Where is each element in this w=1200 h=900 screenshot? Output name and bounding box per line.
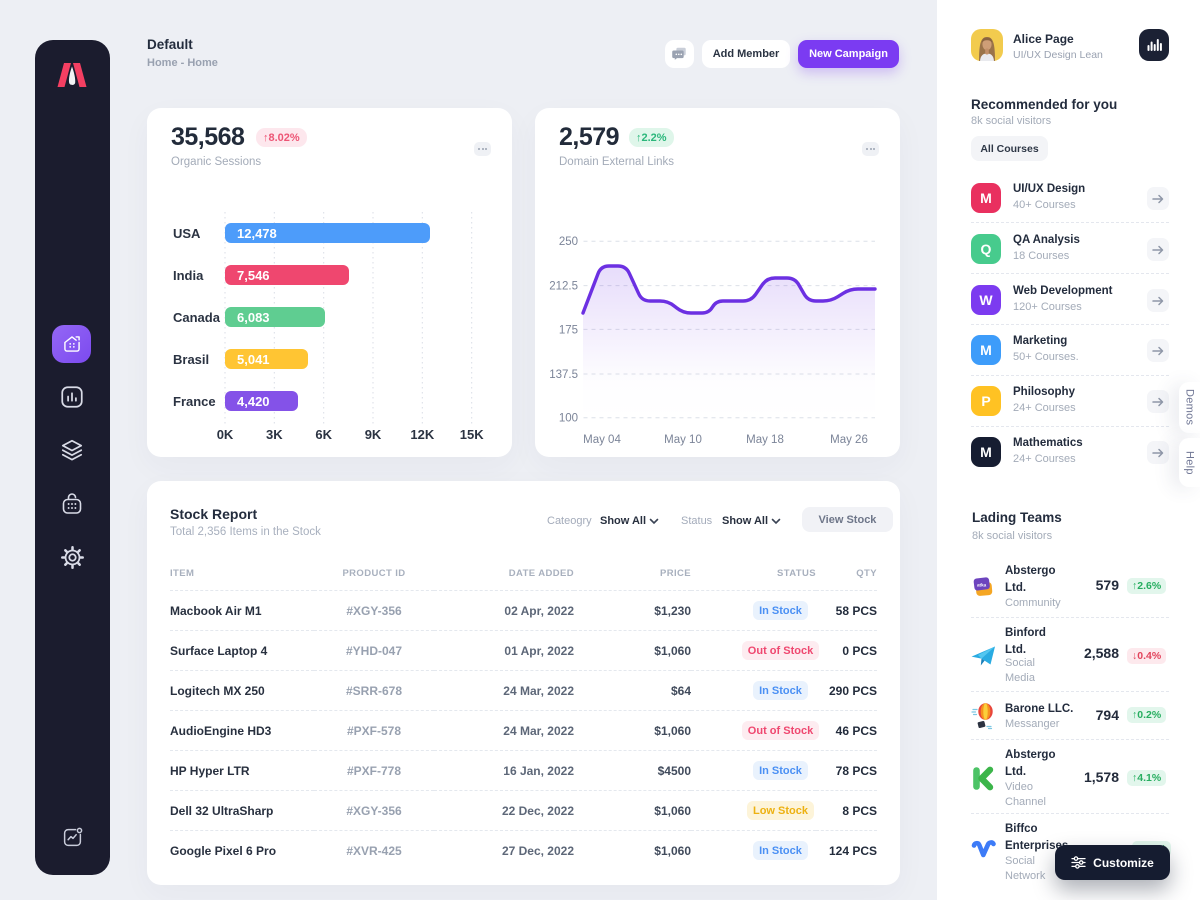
svg-text:137.5: 137.5 (549, 369, 578, 381)
svg-text:4,420: 4,420 (237, 394, 270, 409)
svg-text:Canada: Canada (173, 310, 221, 325)
svg-text:France: France (173, 394, 216, 409)
svg-text:12,478: 12,478 (237, 226, 277, 241)
svg-text:May 10: May 10 (664, 434, 702, 446)
svg-text:6K: 6K (315, 427, 332, 442)
svg-text:Brasil: Brasil (173, 352, 209, 367)
svg-text:6,083: 6,083 (237, 310, 270, 325)
svg-text:May 04: May 04 (583, 434, 621, 446)
svg-text:India: India (173, 268, 204, 283)
svg-text:175: 175 (559, 325, 578, 337)
svg-text:atka: atka (977, 582, 987, 587)
svg-text:212.5: 212.5 (549, 281, 578, 293)
svg-text:May 18: May 18 (746, 434, 784, 446)
svg-text:USA: USA (173, 226, 201, 241)
svg-text:15K: 15K (460, 427, 484, 442)
svg-text:100: 100 (559, 413, 578, 425)
svg-text:3K: 3K (266, 427, 283, 442)
svg-text:250: 250 (559, 236, 578, 248)
svg-text:12K: 12K (410, 427, 434, 442)
svg-text:0K: 0K (217, 427, 234, 442)
svg-text:May 26: May 26 (830, 434, 868, 446)
svg-text:5,041: 5,041 (237, 352, 270, 367)
svg-text:9K: 9K (365, 427, 382, 442)
svg-text:7,546: 7,546 (237, 268, 270, 283)
